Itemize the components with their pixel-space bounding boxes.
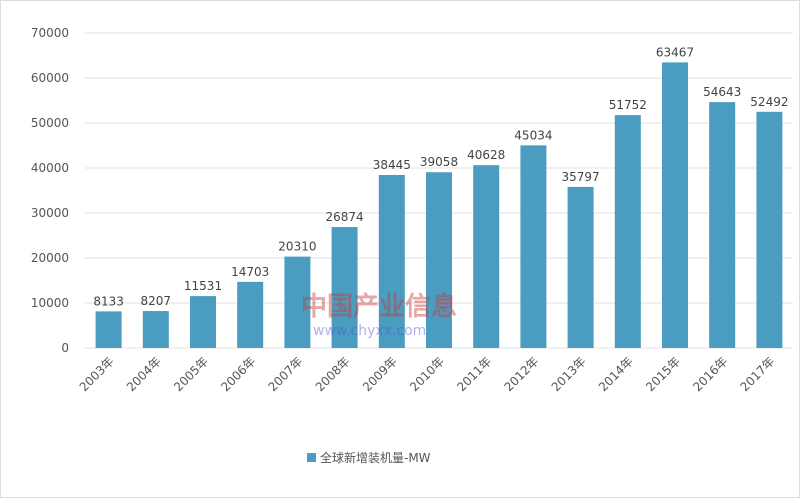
x-tick-label: 2014年 xyxy=(596,354,636,394)
bar xyxy=(331,227,358,348)
x-tick-label: 2016年 xyxy=(690,354,730,394)
data-label: 54643 xyxy=(703,85,741,99)
bar xyxy=(142,311,169,348)
data-label: 8133 xyxy=(93,294,124,308)
bar xyxy=(567,186,594,348)
x-tick-label: 2010年 xyxy=(407,354,447,394)
x-tick-label: 2005年 xyxy=(171,354,211,394)
x-tick-label: 2011年 xyxy=(454,354,494,394)
bar xyxy=(756,111,783,348)
data-label: 45034 xyxy=(514,128,552,142)
x-tick-label: 2004年 xyxy=(124,354,164,394)
data-label: 51752 xyxy=(609,98,647,112)
y-tick-label: 10000 xyxy=(31,296,69,310)
bar xyxy=(284,256,311,348)
data-label: 35797 xyxy=(562,170,600,184)
legend: 全球新增装机量-MW xyxy=(307,449,431,466)
bar xyxy=(473,165,500,348)
x-tick-label: 2007年 xyxy=(266,354,306,394)
watermark-logo: 中国产业信息 xyxy=(301,292,458,322)
bar xyxy=(378,174,405,348)
data-label: 8207 xyxy=(141,294,172,308)
legend-swatch xyxy=(307,453,316,462)
data-label: 40628 xyxy=(467,148,505,162)
bar xyxy=(520,145,547,348)
data-label: 63467 xyxy=(656,45,694,59)
bar xyxy=(426,172,452,348)
y-tick-label: 20000 xyxy=(31,251,69,265)
bar xyxy=(95,311,122,348)
x-tick-label: 2015年 xyxy=(643,354,683,394)
bar xyxy=(614,115,641,348)
x-tick-label: 2009年 xyxy=(360,354,400,394)
x-tick-label: 2006年 xyxy=(218,354,258,394)
x-tick-label: 2003年 xyxy=(77,354,117,394)
x-tick-label: 2008年 xyxy=(313,354,353,394)
watermark-url: www.chyxx.com xyxy=(313,323,427,339)
bar xyxy=(662,62,688,348)
data-label: 26874 xyxy=(326,210,364,224)
x-tick-label: 2012年 xyxy=(502,354,542,394)
data-label: 39058 xyxy=(420,155,458,169)
y-tick-label: 30000 xyxy=(31,206,69,220)
bar xyxy=(190,296,216,348)
legend-label: 全球新增装机量-MW xyxy=(320,451,431,465)
data-label: 38445 xyxy=(373,158,411,172)
y-tick-label: 0 xyxy=(61,341,69,355)
bar xyxy=(709,102,736,348)
y-tick-label: 70000 xyxy=(31,26,69,40)
data-label: 11531 xyxy=(184,279,222,293)
data-label: 20310 xyxy=(278,240,316,254)
data-label: 14703 xyxy=(231,265,269,279)
y-tick-label: 50000 xyxy=(31,116,69,130)
y-tick-label: 60000 xyxy=(31,71,69,85)
data-label: 52492 xyxy=(750,95,788,109)
bar xyxy=(237,281,264,348)
y-tick-label: 40000 xyxy=(31,161,69,175)
x-tick-label: 2017年 xyxy=(738,354,778,394)
x-tick-label: 2013年 xyxy=(549,354,589,394)
